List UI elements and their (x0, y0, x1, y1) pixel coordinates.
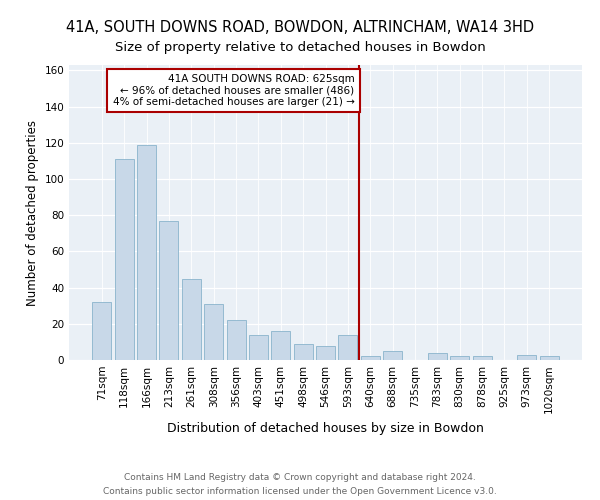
Text: Size of property relative to detached houses in Bowdon: Size of property relative to detached ho… (115, 41, 485, 54)
Text: Contains public sector information licensed under the Open Government Licence v3: Contains public sector information licen… (103, 486, 497, 496)
Bar (383, 351, 402, 360)
Bar (293, 344, 313, 360)
Bar (182, 278, 201, 360)
Bar (517, 354, 536, 360)
Bar (92, 302, 112, 360)
Bar (137, 144, 156, 360)
Bar (204, 304, 223, 360)
Bar (428, 353, 447, 360)
Bar (338, 334, 358, 360)
X-axis label: Distribution of detached houses by size in Bowdon: Distribution of detached houses by size … (167, 422, 484, 434)
Bar (249, 334, 268, 360)
Text: 41A, SOUTH DOWNS ROAD, BOWDON, ALTRINCHAM, WA14 3HD: 41A, SOUTH DOWNS ROAD, BOWDON, ALTRINCHA… (66, 20, 534, 35)
Bar (316, 346, 335, 360)
Bar (473, 356, 491, 360)
Text: Contains HM Land Registry data © Crown copyright and database right 2024.: Contains HM Land Registry data © Crown c… (124, 473, 476, 482)
Bar (227, 320, 245, 360)
Bar (115, 159, 134, 360)
Bar (271, 331, 290, 360)
Bar (539, 356, 559, 360)
Y-axis label: Number of detached properties: Number of detached properties (26, 120, 39, 306)
Bar (361, 356, 380, 360)
Bar (450, 356, 469, 360)
Text: 41A SOUTH DOWNS ROAD: 625sqm
← 96% of detached houses are smaller (486)
4% of se: 41A SOUTH DOWNS ROAD: 625sqm ← 96% of de… (113, 74, 355, 107)
Bar (160, 220, 178, 360)
